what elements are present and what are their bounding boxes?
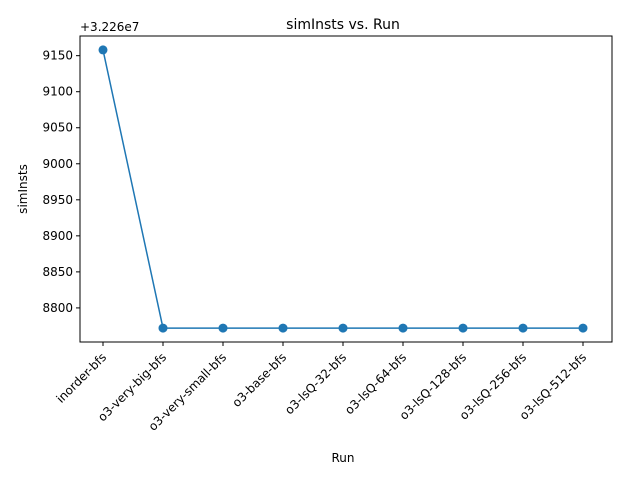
y-tick-label: 9000	[42, 157, 73, 171]
y-tick-label: 9150	[42, 49, 73, 63]
y-tick-label: 8850	[42, 265, 73, 279]
y-tick-label: 9100	[42, 85, 73, 99]
y-tick-label: 9050	[42, 121, 73, 135]
x-axis-label: Run	[331, 451, 354, 465]
data-point	[398, 323, 408, 333]
y-offset-label: +3.226e7	[80, 20, 139, 34]
axes-frame	[79, 35, 613, 343]
y-tick-label: 8900	[42, 229, 73, 243]
data-point	[98, 45, 108, 55]
y-tick-label: 8950	[42, 193, 73, 207]
data-point	[338, 323, 348, 333]
data-point	[218, 323, 228, 333]
data-point	[278, 323, 288, 333]
data-point	[578, 323, 588, 333]
y-tick-label: 8800	[42, 301, 73, 315]
data-point	[158, 323, 168, 333]
chart-title: simInsts vs. Run	[286, 17, 400, 33]
data-point	[518, 323, 528, 333]
y-axis-label: simInsts	[16, 164, 30, 214]
data-point	[458, 323, 468, 333]
